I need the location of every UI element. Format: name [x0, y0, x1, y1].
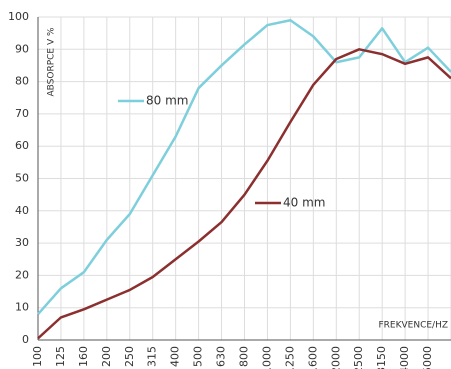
x-tick-label: 4000: [398, 346, 411, 369]
legend-label: 40 mm: [283, 196, 325, 210]
x-tick-label: 1600: [306, 346, 319, 369]
y-tick-label: 80: [15, 75, 29, 88]
y-tick-label: 100: [8, 10, 29, 23]
x-tick-label: 1000: [260, 346, 273, 369]
x-tick-label: 315: [146, 346, 159, 367]
x-tick-label: 400: [169, 346, 182, 367]
x-tick-label: 2500: [352, 346, 365, 369]
x-tick-label: 100: [31, 346, 44, 367]
y-tick-label: 90: [15, 42, 29, 55]
y-tick-label: 60: [15, 139, 29, 152]
y-axis-label: ABSORPCE V %: [47, 27, 57, 96]
x-tick-label: 1250: [283, 346, 296, 369]
x-axis-label: FREKVENCE/HZ: [378, 321, 448, 331]
y-tick-label: 20: [15, 268, 29, 281]
x-tick-label: 500: [192, 346, 205, 367]
x-tick-label: 5000: [421, 346, 434, 369]
y-tick-label: 10: [15, 301, 29, 314]
y-tick-label: 0: [22, 333, 29, 346]
plot: 0 10 20 30 40 50 60 70 80 90 100 100 125 160 200 250 315…: [8, 10, 451, 369]
x-tick-label: 2000: [329, 346, 342, 369]
x-tick-label: 630: [215, 346, 228, 367]
legend-label: 80 mm: [146, 94, 188, 108]
y-tick-label: 70: [15, 107, 29, 120]
x-tick-label: 125: [54, 346, 67, 367]
x-tick-label: 250: [123, 346, 136, 367]
x-tick-label: 200: [100, 346, 113, 367]
series-line: [37, 48, 451, 340]
x-tick-label: 800: [238, 346, 251, 367]
y-tick-label: 30: [15, 236, 29, 249]
x-tick-label: 3150: [375, 346, 388, 369]
x-tick-label: 160: [77, 346, 90, 367]
y-tick-label: 40: [15, 204, 29, 217]
y-tick-label: 50: [15, 172, 29, 185]
series-line: [37, 18, 451, 315]
